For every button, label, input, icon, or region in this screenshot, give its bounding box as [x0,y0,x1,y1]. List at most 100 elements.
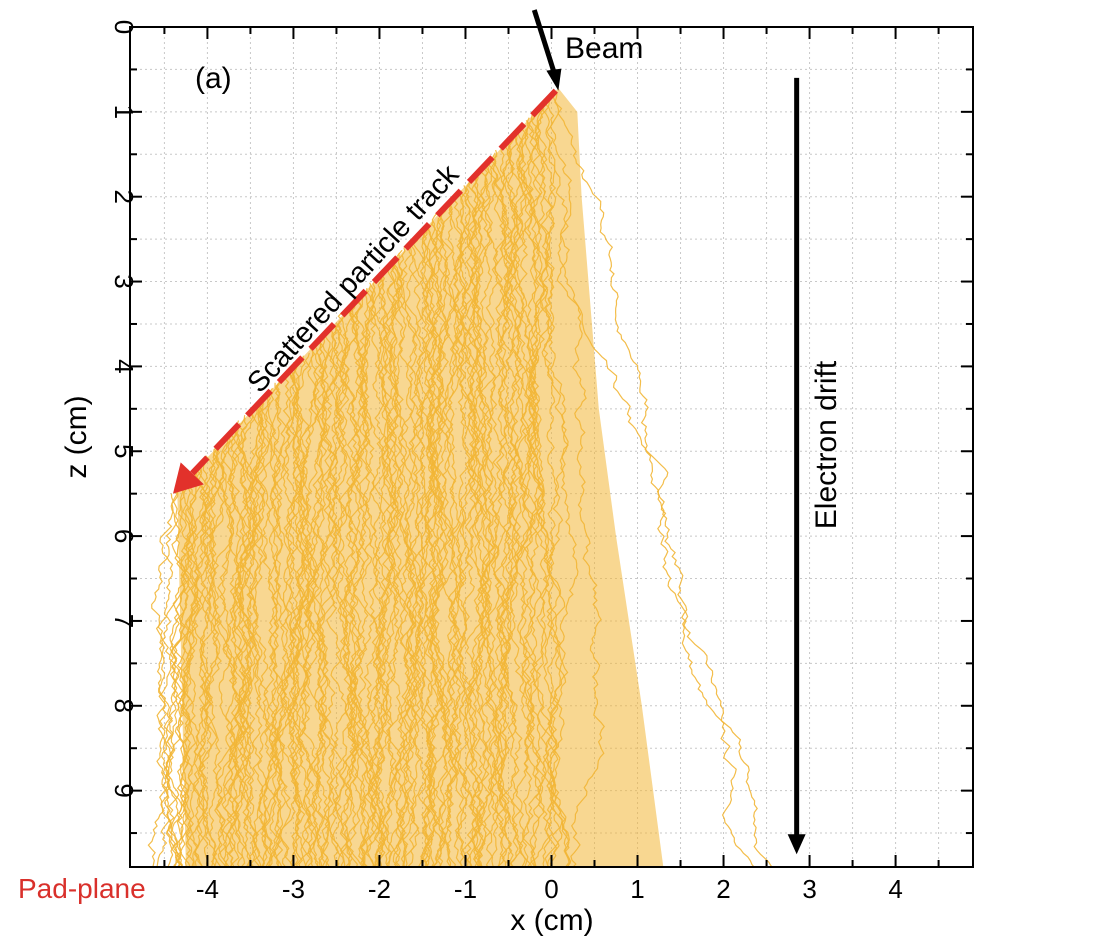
track-line [458,190,498,867]
track-line [321,314,366,867]
track-line [452,196,523,867]
track-arrow-shaft [190,88,558,476]
track-line [193,431,235,867]
track-line [516,128,579,867]
x-tick-label: -4 [196,874,219,904]
track-line [156,488,179,867]
drift-arrow-head [787,834,806,855]
track-arrow-head [173,462,204,494]
track-line [182,480,206,867]
beam-arrow-head [546,68,562,91]
z-tick-label: 8 [109,699,139,713]
beam-arrow-shaft [531,9,558,78]
pad-plane-label: Pad-plane [18,873,146,904]
track-line [527,98,570,867]
track-line [453,165,495,867]
track-line [460,174,505,867]
track-line [162,436,232,867]
track-line [527,122,564,867]
track-line [431,209,482,867]
track-line [212,450,265,867]
track-line [185,452,217,867]
track-line [378,258,440,867]
track-line [289,371,319,867]
track-line [390,212,440,867]
track-line [225,433,247,867]
track-line [237,417,257,867]
track-line [341,303,403,867]
axis-ticks [130,26,973,867]
track-line [494,131,530,867]
x-axis-label: x (cm) [510,904,593,937]
z-tick-label: 4 [109,359,139,373]
track-line [465,187,495,867]
z-tick-label: 1 [109,105,139,119]
track-line [200,447,236,867]
z-tick-label: 3 [109,274,139,288]
electron-drift-label: Electron drift [810,360,843,529]
axis-tick-labels: -4 -3 -2 -1 0 1 2 3 4 0 1 2 3 4 5 6 7 8 9 [109,20,903,904]
track-line [274,341,337,867]
track-line [478,163,519,867]
track-line [194,444,226,867]
track-line [436,214,500,867]
track-line [424,225,473,867]
track-line [336,274,385,867]
track-line [256,398,283,867]
z-tick-label: 5 [109,444,139,458]
track-line [534,101,572,867]
track-line [330,311,387,867]
track-line [504,141,551,867]
track-line [292,369,317,867]
track-line [176,482,199,867]
track-line [436,177,490,867]
track-line [344,301,370,867]
y-axis-label: z (cm) [60,395,93,478]
track-line [208,423,242,867]
track-line [228,412,263,867]
track-line [426,220,479,867]
electron-drift-arrow [787,77,806,855]
x-tick-label: 2 [716,874,730,904]
track-line [151,493,184,867]
x-tick-label: 1 [630,874,644,904]
track-line [156,461,209,867]
simulated-tracks [147,90,774,867]
track-line [155,490,218,867]
z-tick-label: 7 [109,614,139,628]
track-line [349,306,384,867]
x-tick-label: -1 [454,874,477,904]
track-line [193,466,218,867]
track-line [385,241,440,867]
track-line [552,90,774,867]
track-line [371,269,396,867]
track-line [296,339,346,867]
scattered-track-arrow [173,88,558,494]
track-line [263,374,294,867]
track-line [263,377,303,867]
track-line [453,192,480,867]
x-tick-label: 0 [544,874,558,904]
panel-label: (a) [195,62,232,95]
track-line [377,276,427,867]
track-line [406,228,440,867]
beam-arrow [531,9,562,91]
z-tick-label: 2 [109,189,139,203]
track-line [412,236,465,867]
track-line [196,439,224,867]
track-line [428,171,488,867]
beam-label: Beam [565,32,643,65]
track-line [359,285,398,867]
x-tick-label: -2 [368,874,391,904]
track-line [422,198,454,867]
track-line [252,401,293,867]
track-line [390,260,437,867]
x-tick-label: 3 [802,874,816,904]
track-line [161,485,201,867]
track-line [274,382,331,867]
track-line [355,298,411,867]
track-line [421,230,463,867]
track-line [505,119,566,867]
track-line [478,157,532,867]
